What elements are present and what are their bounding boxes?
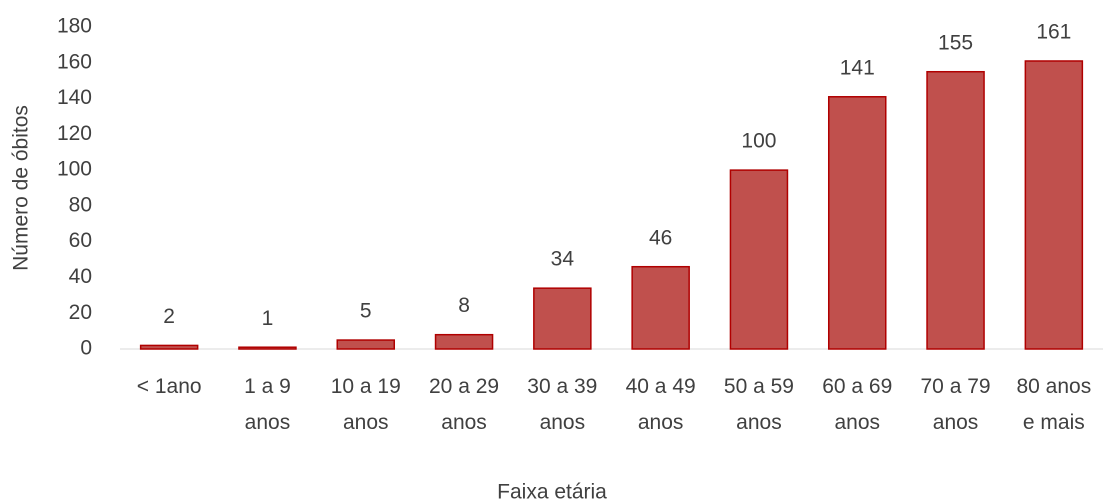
bar <box>533 287 592 350</box>
bar <box>434 333 494 350</box>
y-tick-label: 120 <box>57 122 92 145</box>
data-label: 5 <box>360 300 372 323</box>
data-label: 34 <box>551 248 575 271</box>
bar <box>827 96 887 350</box>
bar <box>631 265 690 350</box>
x-tick-label: < 1ano <box>137 375 202 398</box>
data-label: 8 <box>458 294 470 317</box>
data-label: 155 <box>938 31 973 54</box>
x-tick-label: 50 a 59 anos <box>724 375 794 434</box>
data-label: 100 <box>741 130 776 153</box>
y-tick-label: 160 <box>57 50 92 73</box>
y-tick-label: 140 <box>57 86 92 109</box>
y-axis-label: Número de óbitos <box>10 105 33 271</box>
x-axis-label: Faixa etária <box>497 481 607 504</box>
data-label: 2 <box>163 305 175 328</box>
bar <box>336 339 396 350</box>
x-tick-label: 70 a 79 anos <box>921 375 991 434</box>
bar <box>1024 60 1084 350</box>
y-tick-label: 20 <box>69 301 92 324</box>
x-tick-label: 60 a 69 anos <box>822 375 892 434</box>
x-tick-label: 80 anos e mais <box>1016 375 1091 434</box>
x-tick-label: 40 a 49 anos <box>626 375 696 434</box>
x-tick-label: 20 a 29 anos <box>429 375 499 434</box>
bar <box>729 169 789 350</box>
data-label: 46 <box>649 226 672 249</box>
y-tick-label: 180 <box>57 15 92 38</box>
x-tick-label: 10 a 19 anos <box>331 375 401 434</box>
y-tick-label: 60 <box>69 229 92 252</box>
bar <box>926 70 985 350</box>
data-label: 161 <box>1036 21 1071 44</box>
bar <box>238 346 297 350</box>
data-label: 1 <box>262 307 274 330</box>
y-tick-label: 0 <box>80 337 92 360</box>
x-tick-label: 1 a 9 anos <box>244 375 291 434</box>
x-tick-label: 30 a 39 anos <box>527 375 597 434</box>
y-tick-label: 80 <box>69 193 92 216</box>
bar <box>139 344 199 350</box>
data-label: 141 <box>840 56 875 79</box>
y-tick-label: 40 <box>69 265 92 288</box>
y-tick-label: 100 <box>57 158 92 181</box>
